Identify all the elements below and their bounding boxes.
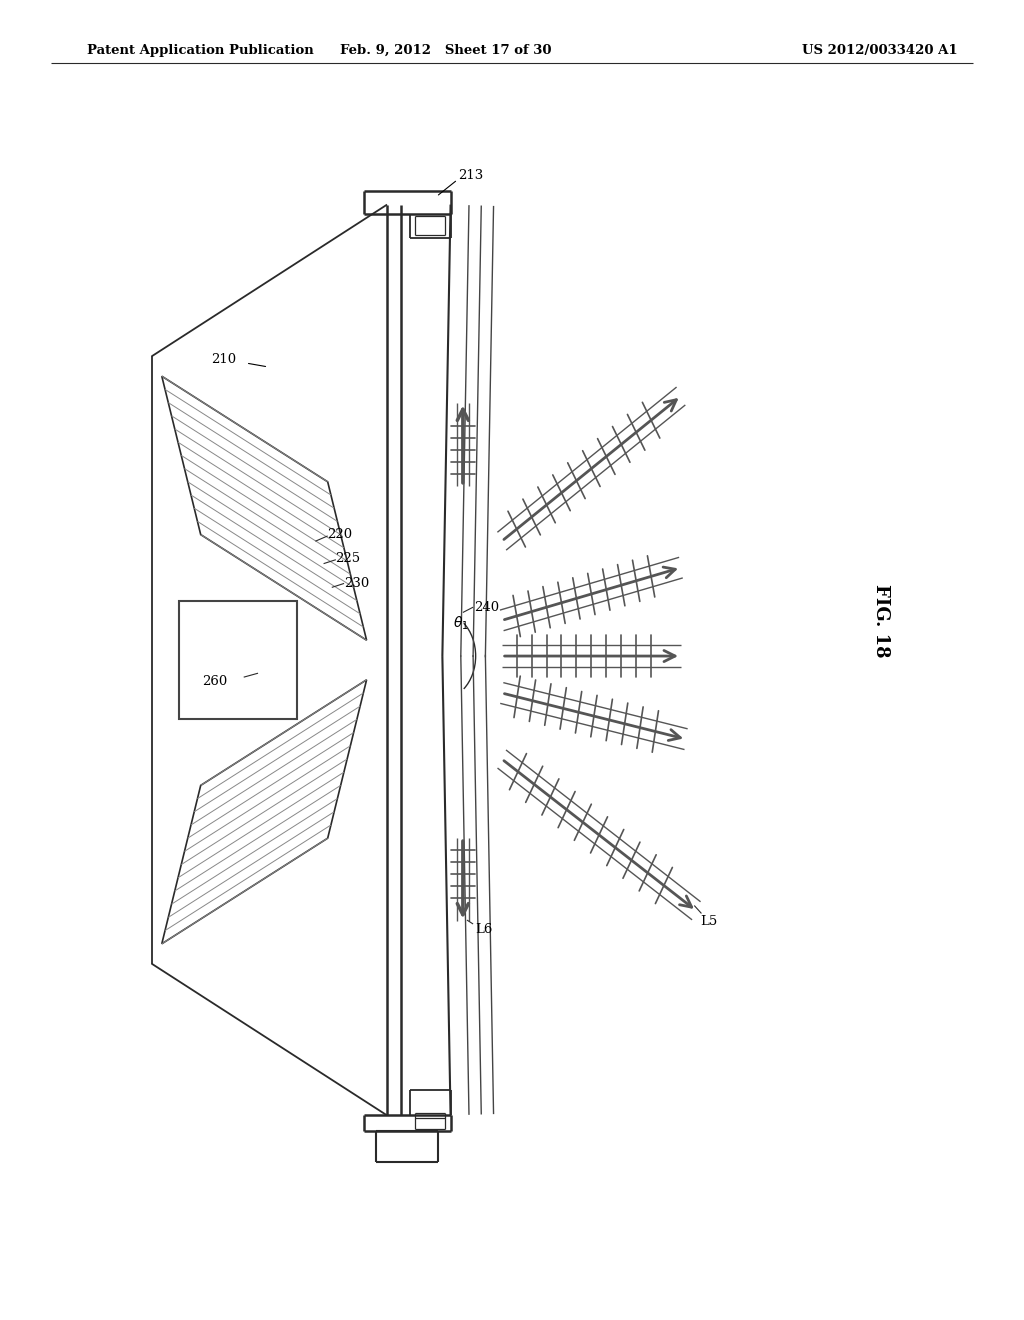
Text: Feb. 9, 2012   Sheet 17 of 30: Feb. 9, 2012 Sheet 17 of 30 <box>340 44 551 57</box>
Polygon shape <box>162 376 367 640</box>
Text: 220: 220 <box>328 528 352 541</box>
Text: $\theta_1$: $\theta_1$ <box>453 614 469 632</box>
Text: 230: 230 <box>344 577 369 590</box>
Bar <box>179 601 297 719</box>
Polygon shape <box>162 680 367 944</box>
Text: 260: 260 <box>203 675 227 688</box>
Text: L6: L6 <box>476 923 493 936</box>
Text: 225: 225 <box>336 552 360 565</box>
Text: 210: 210 <box>211 352 236 366</box>
Text: L5: L5 <box>700 915 717 928</box>
Text: 240: 240 <box>474 601 499 614</box>
Text: US 2012/0033420 A1: US 2012/0033420 A1 <box>802 44 957 57</box>
Text: Patent Application Publication: Patent Application Publication <box>87 44 313 57</box>
Text: FIG. 18: FIG. 18 <box>871 583 890 657</box>
Text: 213: 213 <box>459 169 483 182</box>
